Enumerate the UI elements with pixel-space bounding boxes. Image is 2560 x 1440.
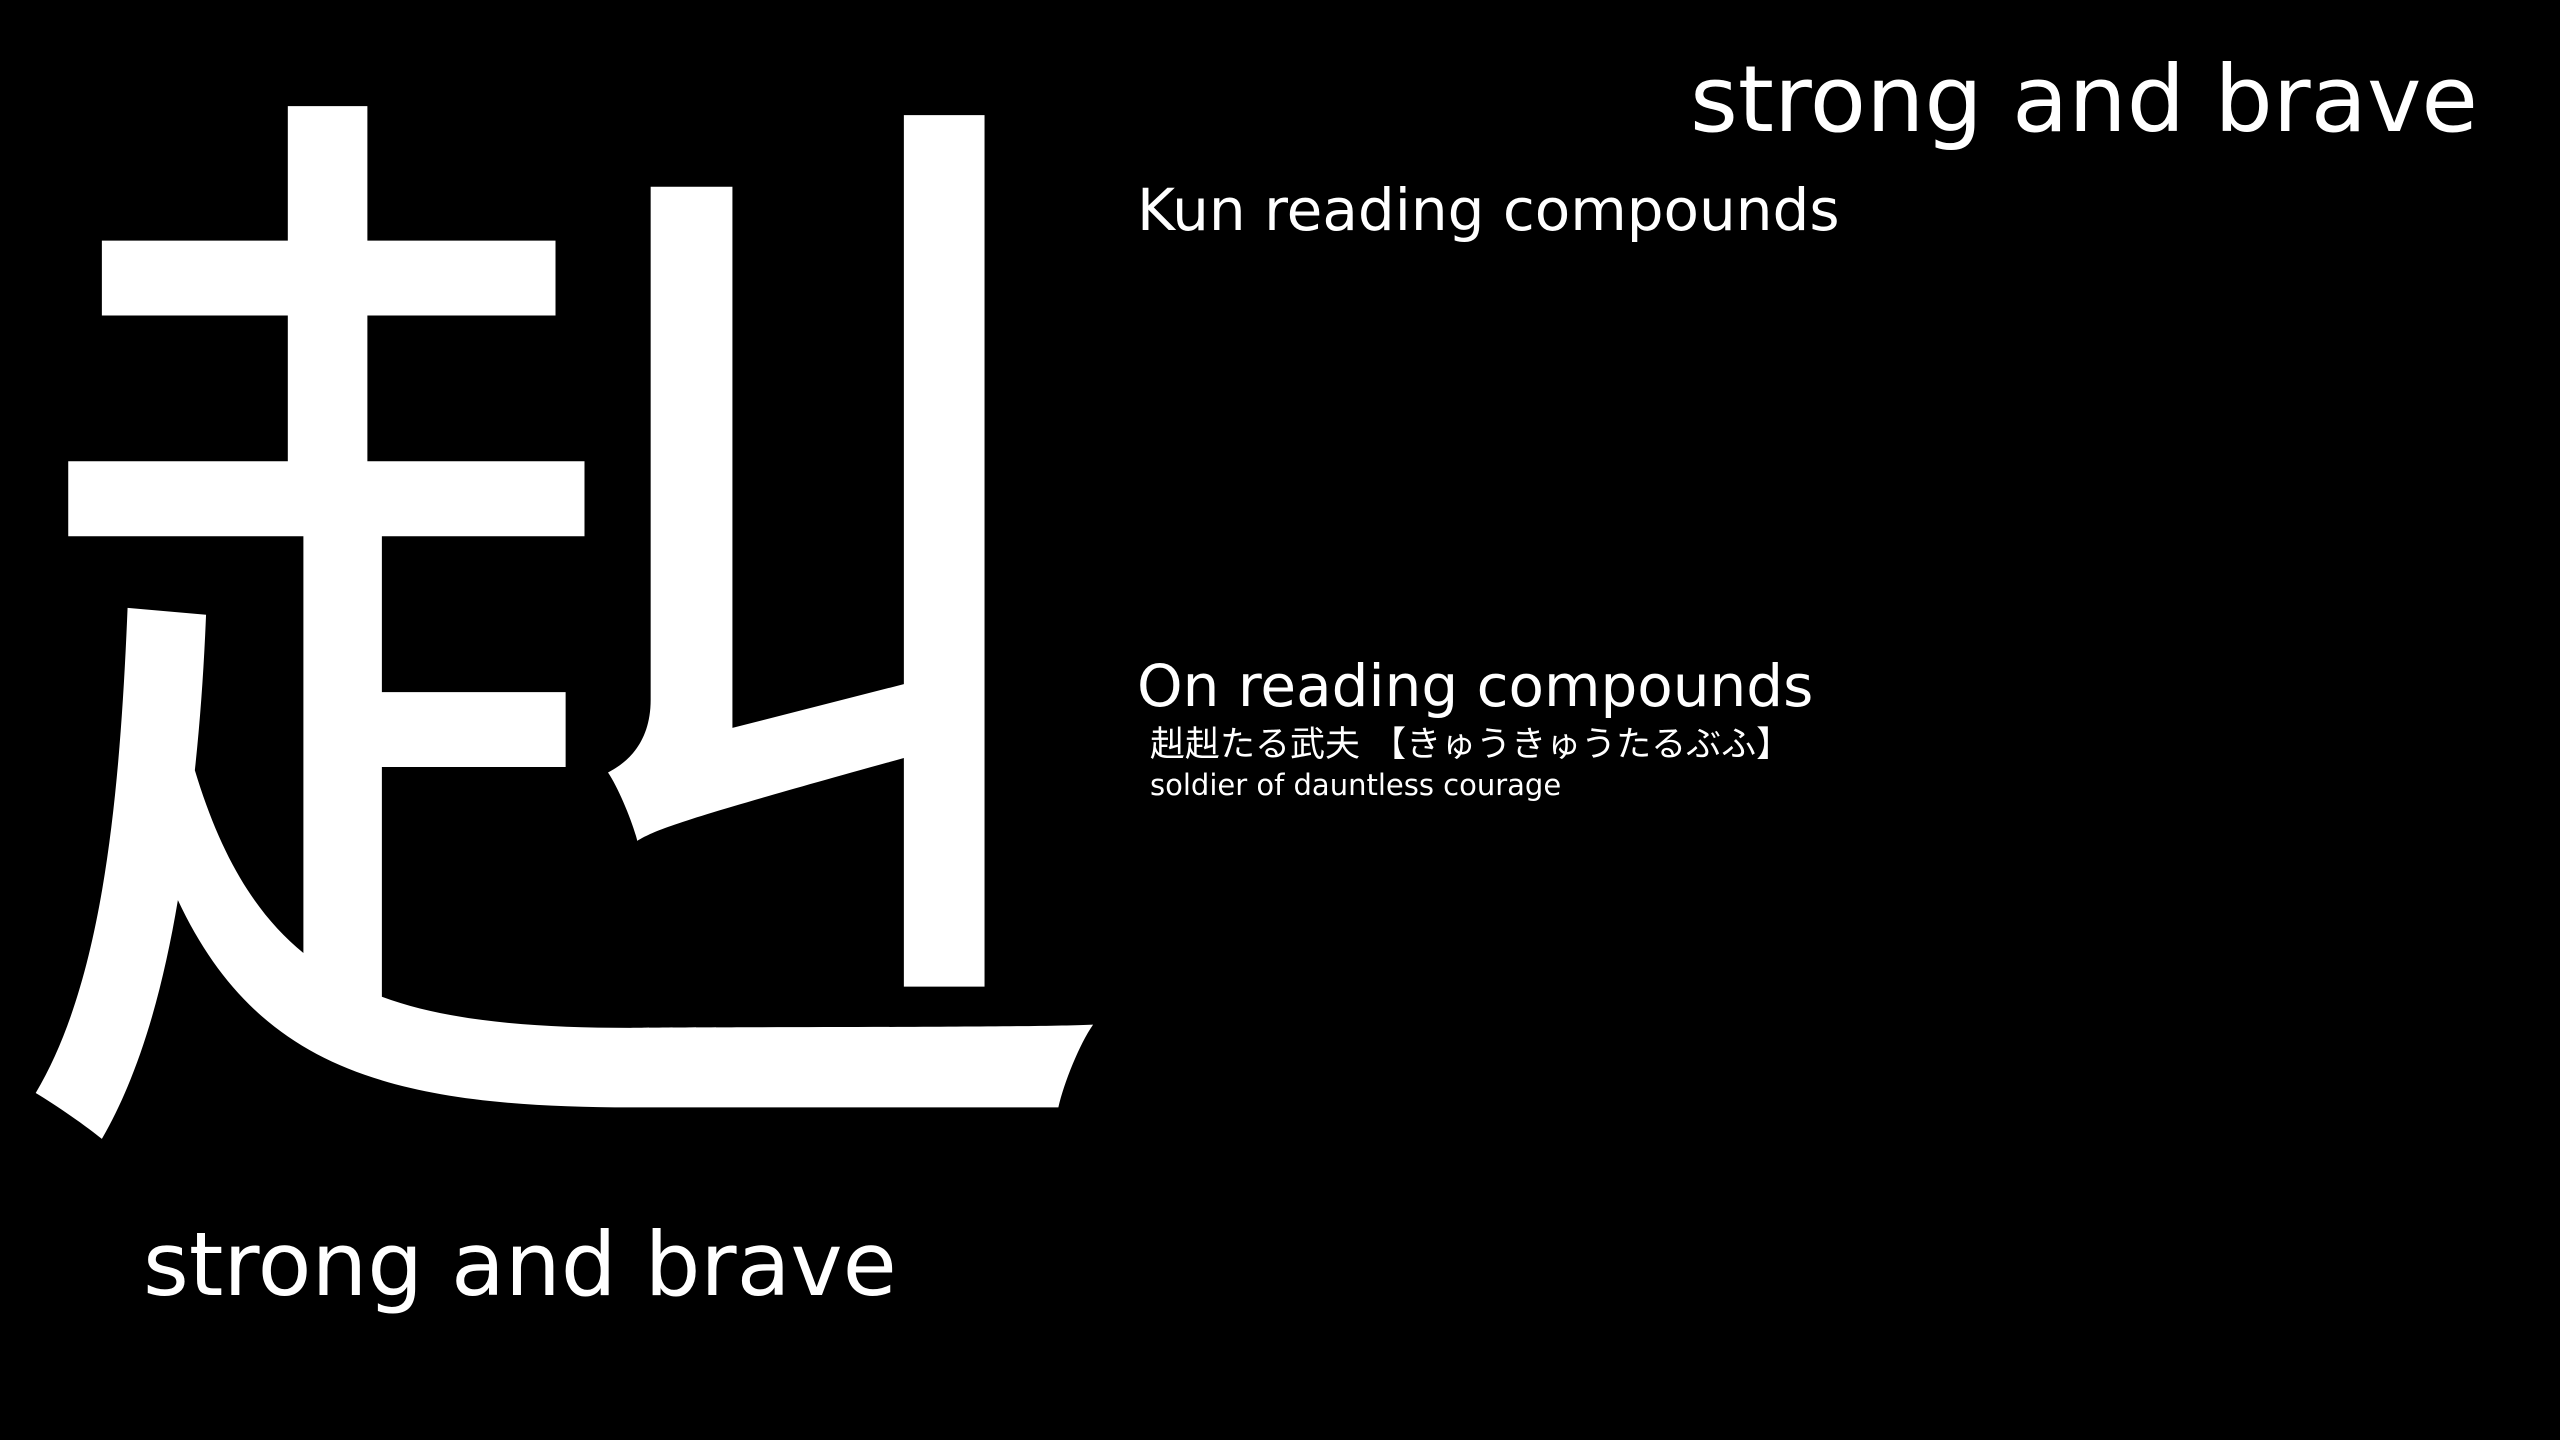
on-reading-compound: 赳赳たる武夫 【きゅうきゅうたるぶふ】 soldier of dauntless… xyxy=(1150,722,1791,802)
compound-gloss: soldier of dauntless courage xyxy=(1150,768,1562,802)
compound-word: 赳赳たる武夫 【きゅうきゅうたるぶふ】 xyxy=(1150,725,1792,765)
kun-reading-heading: Kun reading compounds xyxy=(1137,176,1840,244)
kanji-character: 赳 xyxy=(10,8,1130,1312)
meaning-caption: strong and brave xyxy=(143,1213,897,1316)
on-reading-heading: On reading compounds xyxy=(1137,652,1814,720)
meaning-title: strong and brave xyxy=(1690,46,2479,153)
